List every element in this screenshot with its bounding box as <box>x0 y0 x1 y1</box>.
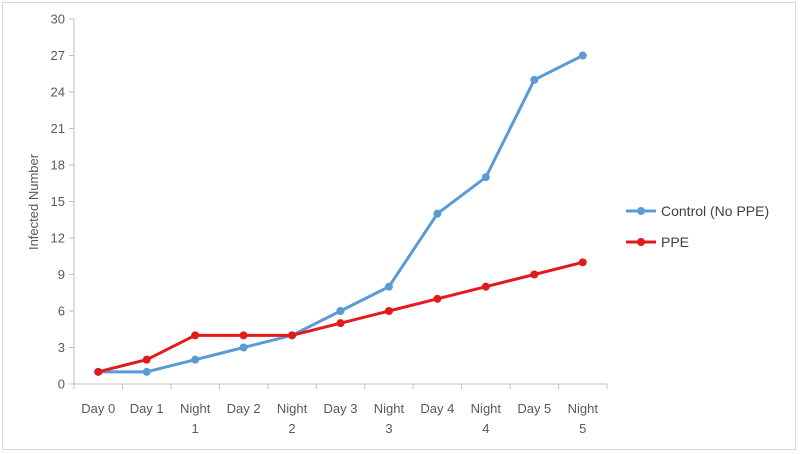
data-point <box>336 307 345 315</box>
chart-frame <box>2 2 796 450</box>
data-point <box>433 294 442 303</box>
data-point <box>239 343 248 352</box>
y-tick-label: 3 <box>58 340 65 355</box>
series-0 <box>94 51 587 376</box>
y-tick-label: 9 <box>58 267 65 282</box>
x-tick-label: Day 2 <box>227 401 261 416</box>
y-tick-label: 6 <box>58 304 65 319</box>
legend-swatch-marker <box>637 238 645 246</box>
data-point <box>191 331 200 340</box>
legend-item-1: PPE <box>626 234 689 250</box>
data-point <box>142 367 151 376</box>
y-axis-title: Infected Number <box>26 153 41 250</box>
series-line <box>96 260 585 374</box>
x-tick-label: Night <box>471 401 502 416</box>
x-tick-label: Night <box>568 401 599 416</box>
x-tick-label: Night <box>277 401 308 416</box>
data-point <box>481 173 490 182</box>
data-point <box>530 270 539 279</box>
x-tick-label: 3 <box>385 421 392 436</box>
y-tick-label: 15 <box>51 194 65 209</box>
data-point <box>142 355 151 364</box>
x-tick-label: Day 3 <box>324 401 358 416</box>
x-axis: Day 0 Day 1 Night 1 Day 2 Night 2 Day 3 Night 3 Da… <box>73 383 608 436</box>
data-point <box>481 282 490 291</box>
x-tick-label: 5 <box>579 421 586 436</box>
legend-swatch-marker <box>637 207 645 215</box>
y-tick-label: 21 <box>51 121 65 136</box>
x-tick-label: 2 <box>288 421 295 436</box>
data-point <box>530 75 539 84</box>
data-point <box>433 209 442 218</box>
data-point <box>94 367 103 376</box>
data-point <box>191 355 200 364</box>
x-tick-label: Day 4 <box>420 401 454 416</box>
series-group <box>94 51 587 376</box>
series-1 <box>94 258 587 376</box>
x-tick-label: Night <box>180 401 211 416</box>
y-tick-label: 12 <box>51 231 65 246</box>
data-point <box>578 51 587 60</box>
data-point <box>384 282 393 291</box>
legend-label: PPE <box>661 234 689 250</box>
y-axis: 0 3 6 9 12 15 18 21 24 27 30 <box>51 12 75 392</box>
x-tick-label: 1 <box>192 421 199 436</box>
x-tick-label: Day 5 <box>517 401 551 416</box>
y-tick-label: 0 <box>58 377 65 392</box>
data-point <box>288 331 297 340</box>
x-tick-label: Night <box>374 401 405 416</box>
x-tick-label: 4 <box>482 421 489 436</box>
data-point <box>384 307 393 315</box>
y-tick-label: 24 <box>51 85 65 100</box>
data-point <box>239 331 248 340</box>
y-tick-label: 30 <box>51 12 65 27</box>
data-point <box>336 319 345 328</box>
y-tick-label: 27 <box>51 48 65 63</box>
x-tick-label: Day 0 <box>81 401 115 416</box>
x-tick-label: Day 1 <box>130 401 164 416</box>
legend: Control (No PPE) PPE <box>626 203 769 250</box>
y-tick-label: 18 <box>51 158 65 173</box>
legend-label: Control (No PPE) <box>661 203 769 219</box>
data-point <box>578 258 587 267</box>
legend-item-0: Control (No PPE) <box>626 203 769 219</box>
